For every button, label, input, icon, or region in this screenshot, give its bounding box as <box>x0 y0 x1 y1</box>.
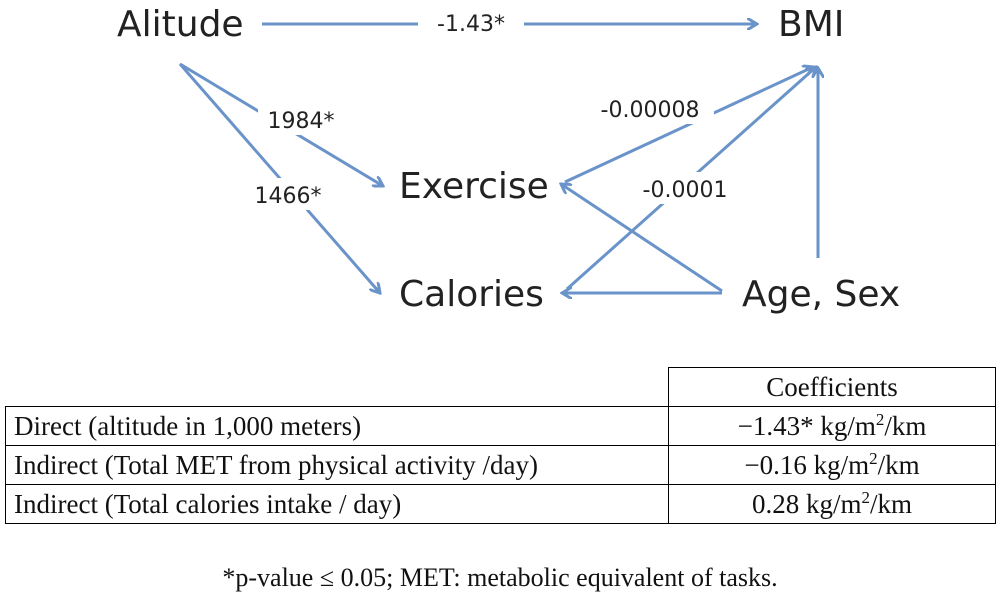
table-row-label: Indirect (Total calories intake / day) <box>5 484 669 524</box>
table-row-label: Direct (altitude in 1,000 meters) <box>5 406 669 446</box>
table-row-value: 0.28 kg/m2/km <box>668 484 996 524</box>
edge-label-altitude-calories: 1466* <box>255 184 322 209</box>
table-header-row: Coefficients <box>6 367 996 407</box>
arrow-exercise-bmi <box>564 67 813 184</box>
edge-label-altitude-bmi: -1.43* <box>437 12 505 37</box>
arrow-agesex-exercise <box>561 184 723 293</box>
table-row: Direct (altitude in 1,000 meters) −1.43*… <box>5 406 996 446</box>
node-calories: Calories <box>399 274 544 315</box>
table-row-value: −1.43* kg/m2/km <box>668 406 996 446</box>
table-row: Indirect (Total MET from physical activi… <box>5 445 996 485</box>
node-age-sex: Age, Sex <box>742 274 900 315</box>
path-diagram: -1.43* 1984* 1466* -0.00008 -0.0001 Alit… <box>117 4 900 315</box>
table-header-empty-cell <box>6 368 669 407</box>
edge-label-exercise-bmi: -0.00008 <box>601 98 700 123</box>
node-altitude: Alitude <box>117 4 244 45</box>
node-exercise: Exercise <box>399 166 549 207</box>
edge-label-altitude-exercise: 1984* <box>268 109 335 134</box>
coefficients-table: Coefficients Direct (altitude in 1,000 m… <box>5 367 996 524</box>
table-row-label: Indirect (Total MET from physical activi… <box>5 445 669 485</box>
table-header-coefficients: Coefficients <box>668 367 996 407</box>
footnote: *p-value ≤ 0.05; MET: metabolic equivale… <box>222 563 778 592</box>
edge-label-calories-bmi: -0.0001 <box>643 178 728 203</box>
table-row: Indirect (Total calories intake / day) 0… <box>5 484 996 524</box>
node-bmi: BMI <box>778 4 844 45</box>
table-row-value: −0.16 kg/m2/km <box>668 445 996 485</box>
